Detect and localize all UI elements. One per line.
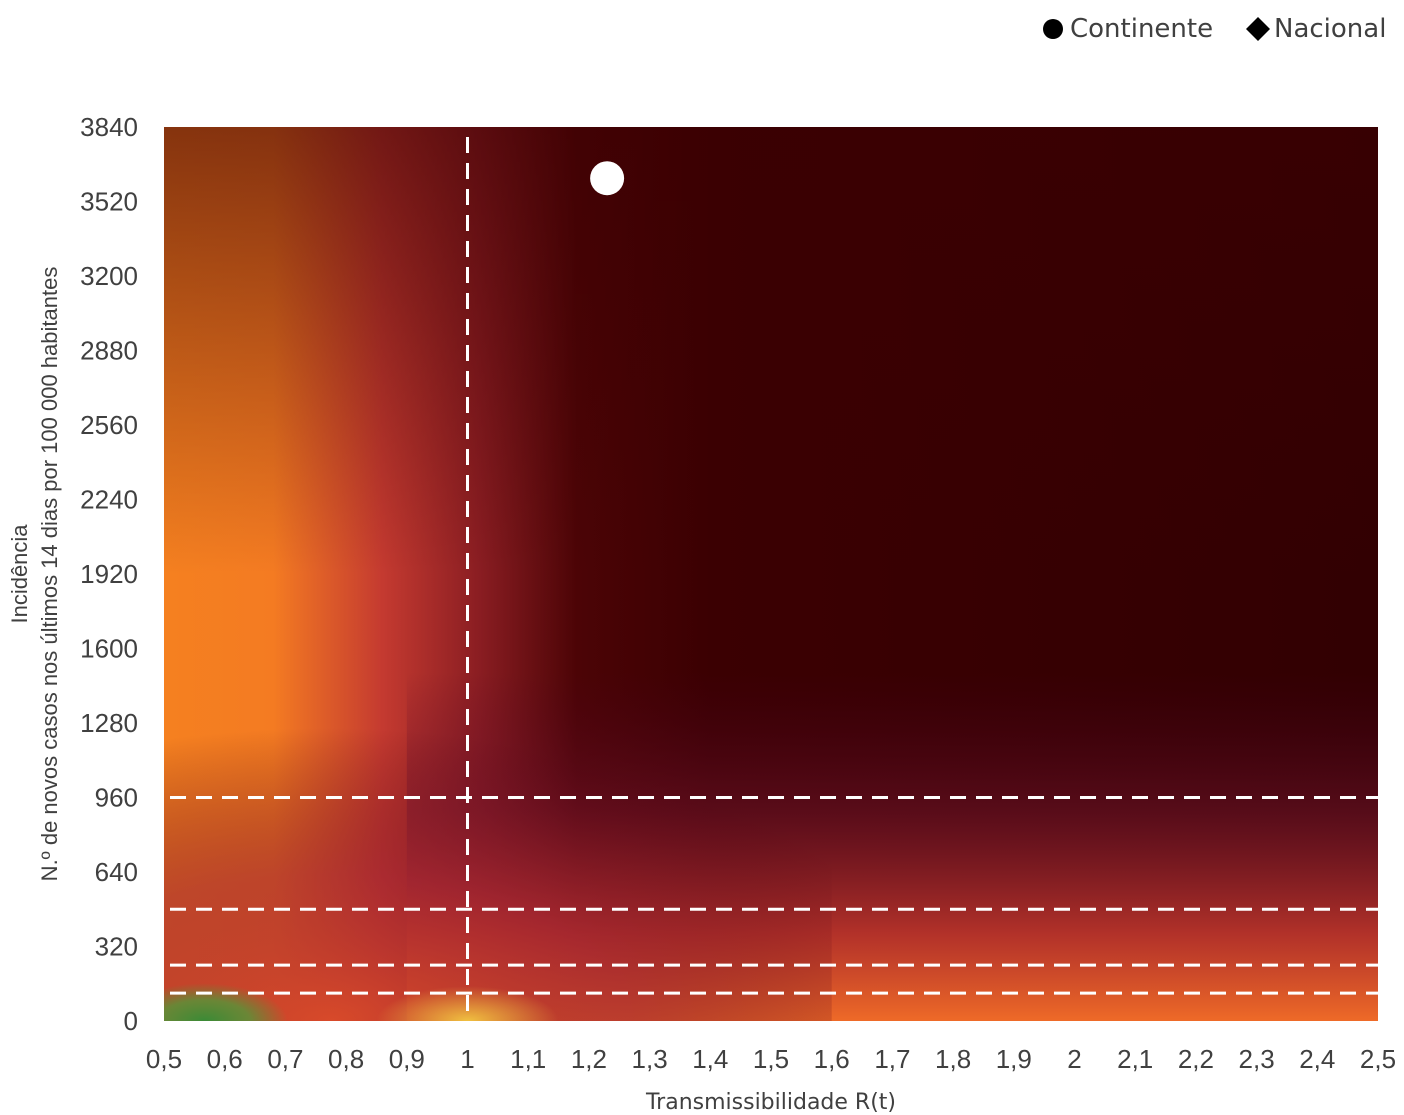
y-axis-title-line-2: N.º de novos casos nos últimos 14 dias p… <box>37 267 62 882</box>
legend-diamond-icon <box>1246 17 1270 41</box>
legend-label-continente: Continente <box>1070 14 1213 44</box>
x-tick-label: 2,1 <box>1117 1044 1153 1074</box>
y-tick-label: 1600 <box>80 634 138 664</box>
x-tick-label: 1,7 <box>874 1044 910 1074</box>
x-axis-title: Transmissibilidade R(t) <box>645 1090 896 1115</box>
x-tick-label: 2,5 <box>1360 1044 1396 1074</box>
y-tick-label: 2560 <box>80 410 138 440</box>
x-tick-label: 1,8 <box>935 1044 971 1074</box>
legend: Continente Nacional <box>1043 14 1386 44</box>
y-tick-label: 2240 <box>80 485 138 515</box>
x-tick-label: 1,9 <box>996 1044 1032 1074</box>
x-tick-label: 1,6 <box>814 1044 850 1074</box>
x-tick-label: 1 <box>460 1044 474 1074</box>
legend-label-nacional: Nacional <box>1274 14 1386 44</box>
y-tick-label: 1920 <box>80 559 138 589</box>
y-tick-label: 960 <box>95 783 138 813</box>
data-point-continente <box>590 161 625 196</box>
x-tick-label: 1,2 <box>571 1044 607 1074</box>
x-tick-label: 2,4 <box>1299 1044 1335 1074</box>
x-axis-ticks: 0,5 0,6 0,7 0,8 0,9 1 1,1 1,2 1,3 1,4 1,5 1,6 1,7 1,8… <box>146 1044 1396 1074</box>
x-tick-label: 0,8 <box>328 1044 364 1074</box>
y-tick-label: 2880 <box>80 336 138 366</box>
x-tick-label: 2,3 <box>1239 1044 1275 1074</box>
x-tick-label: 1,5 <box>753 1044 789 1074</box>
x-tick-label: 0,5 <box>146 1044 182 1074</box>
y-axis-ticks: 0 320 640 960 1280 1600 1920 2240 2560 2880 3200 35… <box>80 112 138 1036</box>
plot-area <box>164 127 1378 1021</box>
y-tick-label: 3200 <box>80 261 138 291</box>
y-tick-label: 3840 <box>80 112 138 142</box>
x-tick-label: 0,9 <box>389 1044 425 1074</box>
y-tick-label: 0 <box>124 1006 138 1036</box>
y-axis-title-line-1: Incidência <box>7 524 32 624</box>
data-points <box>590 161 625 196</box>
y-tick-label: 320 <box>95 932 138 962</box>
y-tick-label: 640 <box>95 857 138 887</box>
x-tick-label: 1,3 <box>632 1044 668 1074</box>
x-tick-label: 1,1 <box>510 1044 546 1074</box>
x-tick-label: 2 <box>1067 1044 1081 1074</box>
y-tick-label: 3520 <box>80 187 138 217</box>
x-tick-label: 1,4 <box>692 1044 728 1074</box>
heatmap-green-zone <box>164 869 498 1021</box>
reference-lines <box>170 137 1378 1025</box>
x-tick-label: 0,6 <box>207 1044 243 1074</box>
legend-circle-icon <box>1043 19 1063 39</box>
y-tick-label: 1280 <box>80 708 138 738</box>
x-tick-label: 0,7 <box>267 1044 303 1074</box>
x-tick-label: 2,2 <box>1178 1044 1214 1074</box>
